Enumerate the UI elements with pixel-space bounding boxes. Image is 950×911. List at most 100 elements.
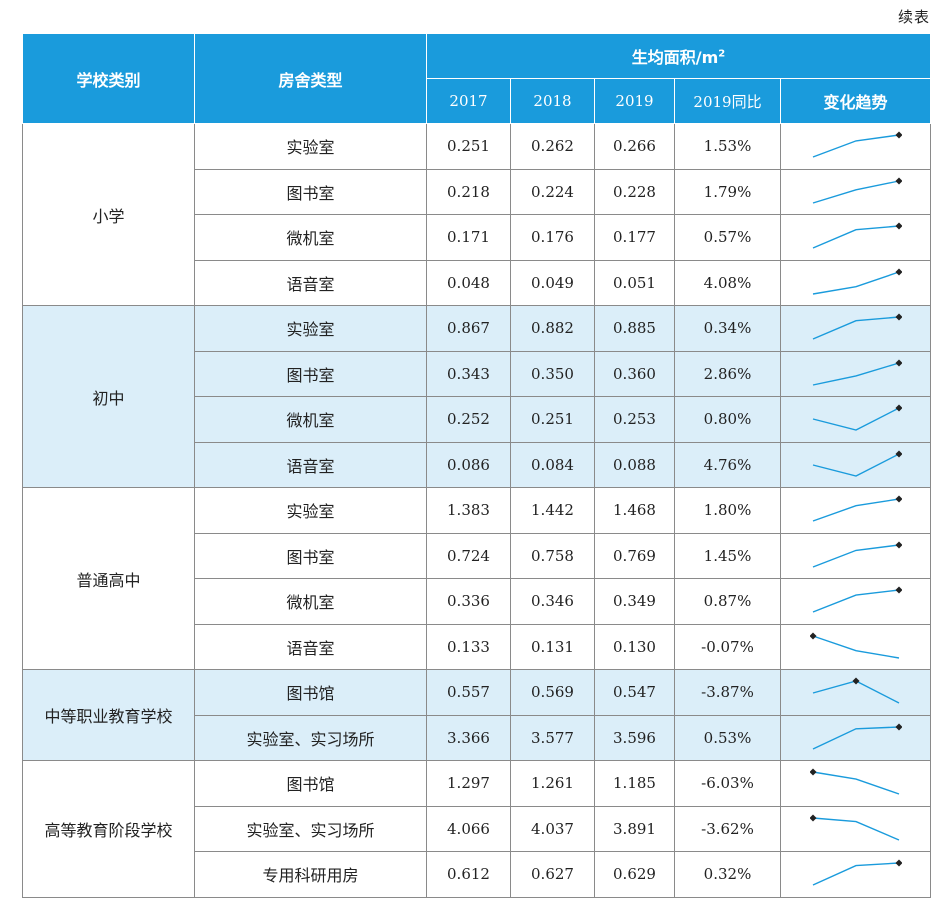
table-row: 中等职业教育学校 图书馆 0.557 0.569 0.547 -3.87%	[22, 669, 932, 761]
room-type-cell: 实验室	[194, 487, 427, 534]
yoy-cell: 1.53%	[674, 123, 781, 170]
sparkline-path	[812, 862, 899, 886]
room-type-cell: 微机室	[194, 214, 427, 261]
table-row: 初中 实验室 0.867 0.882 0.885 0.34%	[22, 305, 932, 488]
sparkline	[812, 495, 902, 522]
value-2018-cell: 0.131	[510, 623, 595, 670]
sparkline-max-marker	[894, 177, 902, 185]
value-2017-cell: 0.867	[426, 305, 511, 352]
sparkline-path	[812, 407, 899, 431]
table-row: 普通高中 实验室 1.383 1.442 1.468 1.80%	[22, 487, 932, 670]
trend-cell	[779, 714, 932, 761]
value-2018-cell: 1.261	[510, 760, 595, 807]
header-year-2019: 2019	[594, 78, 675, 124]
table-row: 图书室 0.343 0.350 0.360 2.86%	[23, 350, 932, 397]
sparkline	[812, 177, 902, 204]
yoy-cell: 4.08%	[674, 259, 781, 306]
sparkline-max-marker	[894, 586, 902, 594]
room-type-cell: 专用科研用房	[194, 851, 427, 898]
room-type-cell: 实验室、实习场所	[194, 805, 427, 852]
table-row: 语音室 0.086 0.084 0.088 4.76%	[23, 441, 932, 488]
sparkline-max-marker	[894, 495, 902, 503]
value-2017-cell: 0.218	[426, 168, 511, 215]
sparkline	[809, 814, 899, 841]
yoy-cell: 0.53%	[674, 714, 781, 761]
value-2019-cell: 0.051	[594, 259, 675, 306]
value-2019-cell: 0.253	[594, 396, 675, 443]
yoy-cell: 2.86%	[674, 350, 781, 397]
room-type-cell: 语音室	[194, 259, 427, 306]
value-2018-cell: 0.084	[510, 441, 595, 488]
sparkline	[809, 632, 899, 659]
room-type-cell: 实验室	[194, 123, 427, 170]
school-type-cell: 初中	[22, 305, 195, 488]
yoy-cell: -3.87%	[674, 669, 781, 716]
value-2017-cell: 0.336	[426, 578, 511, 625]
sparkline-path	[812, 817, 899, 841]
sparkline	[809, 768, 899, 795]
sparkline	[812, 450, 902, 477]
sparkline-path	[812, 180, 899, 204]
value-2017-cell: 0.133	[426, 623, 511, 670]
room-type-cell: 图书馆	[194, 760, 427, 807]
trend-cell	[779, 123, 932, 170]
value-2019-cell: 0.228	[594, 168, 675, 215]
header-area-superscript: 2	[718, 48, 726, 60]
sparkline-path	[812, 271, 899, 295]
value-2018-cell: 4.037	[510, 805, 595, 852]
sparkline-max-marker	[851, 677, 860, 685]
room-type-cell: 图书馆	[194, 669, 427, 716]
value-2018-cell: 0.224	[510, 168, 595, 215]
sparkline	[812, 677, 899, 704]
trend-cell	[779, 350, 932, 397]
value-2017-cell: 4.066	[426, 805, 511, 852]
room-type-cell: 微机室	[194, 396, 427, 443]
sparkline-max-marker	[809, 632, 817, 640]
value-2019-cell: 0.769	[594, 532, 675, 579]
trend-cell	[779, 851, 932, 898]
value-2018-cell: 1.442	[510, 487, 595, 534]
school-type-cell: 高等教育阶段学校	[22, 760, 195, 898]
sparkline-path	[812, 544, 899, 568]
room-type-cell: 图书室	[194, 532, 427, 579]
header-yoy: 2019同比	[674, 78, 781, 124]
yoy-cell: 1.79%	[674, 168, 781, 215]
value-2017-cell: 0.252	[426, 396, 511, 443]
sparkline	[812, 359, 902, 386]
header-year-2018: 2018	[510, 78, 595, 124]
sparkline-max-marker	[809, 814, 817, 822]
value-2018-cell: 0.262	[510, 123, 595, 170]
sparkline-max-marker	[894, 723, 902, 731]
sparkline-path	[812, 362, 899, 386]
room-type-cell: 实验室	[194, 305, 427, 352]
room-type-cell: 微机室	[194, 578, 427, 625]
trend-cell	[779, 578, 932, 625]
value-2019-cell: 0.547	[594, 669, 675, 716]
trend-cell	[779, 441, 932, 488]
trend-cell	[779, 168, 932, 215]
trend-cell	[779, 487, 932, 534]
value-2017-cell: 0.251	[426, 123, 511, 170]
value-2019-cell: 0.629	[594, 851, 675, 898]
table-row: 语音室 0.048 0.049 0.051 4.08%	[23, 259, 932, 306]
table-header: 学校类别 房舍类型 生均面积/m2 2017 2018 2019 2019同比 …	[22, 33, 932, 124]
sparkline-max-marker	[894, 450, 902, 458]
yoy-cell: 4.76%	[674, 441, 781, 488]
sparkline-max-marker	[894, 131, 902, 139]
sparkline-path	[812, 635, 899, 659]
value-2017-cell: 0.048	[426, 259, 511, 306]
sparkline-path	[812, 453, 899, 477]
yoy-cell: 0.57%	[674, 214, 781, 261]
school-type-cell: 普通高中	[22, 487, 195, 670]
school-type-cell: 中等职业教育学校	[22, 669, 195, 761]
table-row: 实验室、实习场所 4.066 4.037 3.891 -3.62%	[23, 805, 932, 852]
sparkline-max-marker	[809, 768, 817, 776]
sparkline	[812, 586, 902, 613]
value-2019-cell: 1.185	[594, 760, 675, 807]
sparkline-path	[812, 589, 899, 613]
sparkline-path	[812, 134, 899, 158]
value-2019-cell: 0.360	[594, 350, 675, 397]
room-type-cell: 图书室	[194, 350, 427, 397]
sparkline-max-marker	[894, 313, 902, 321]
value-2019-cell: 0.885	[594, 305, 675, 352]
